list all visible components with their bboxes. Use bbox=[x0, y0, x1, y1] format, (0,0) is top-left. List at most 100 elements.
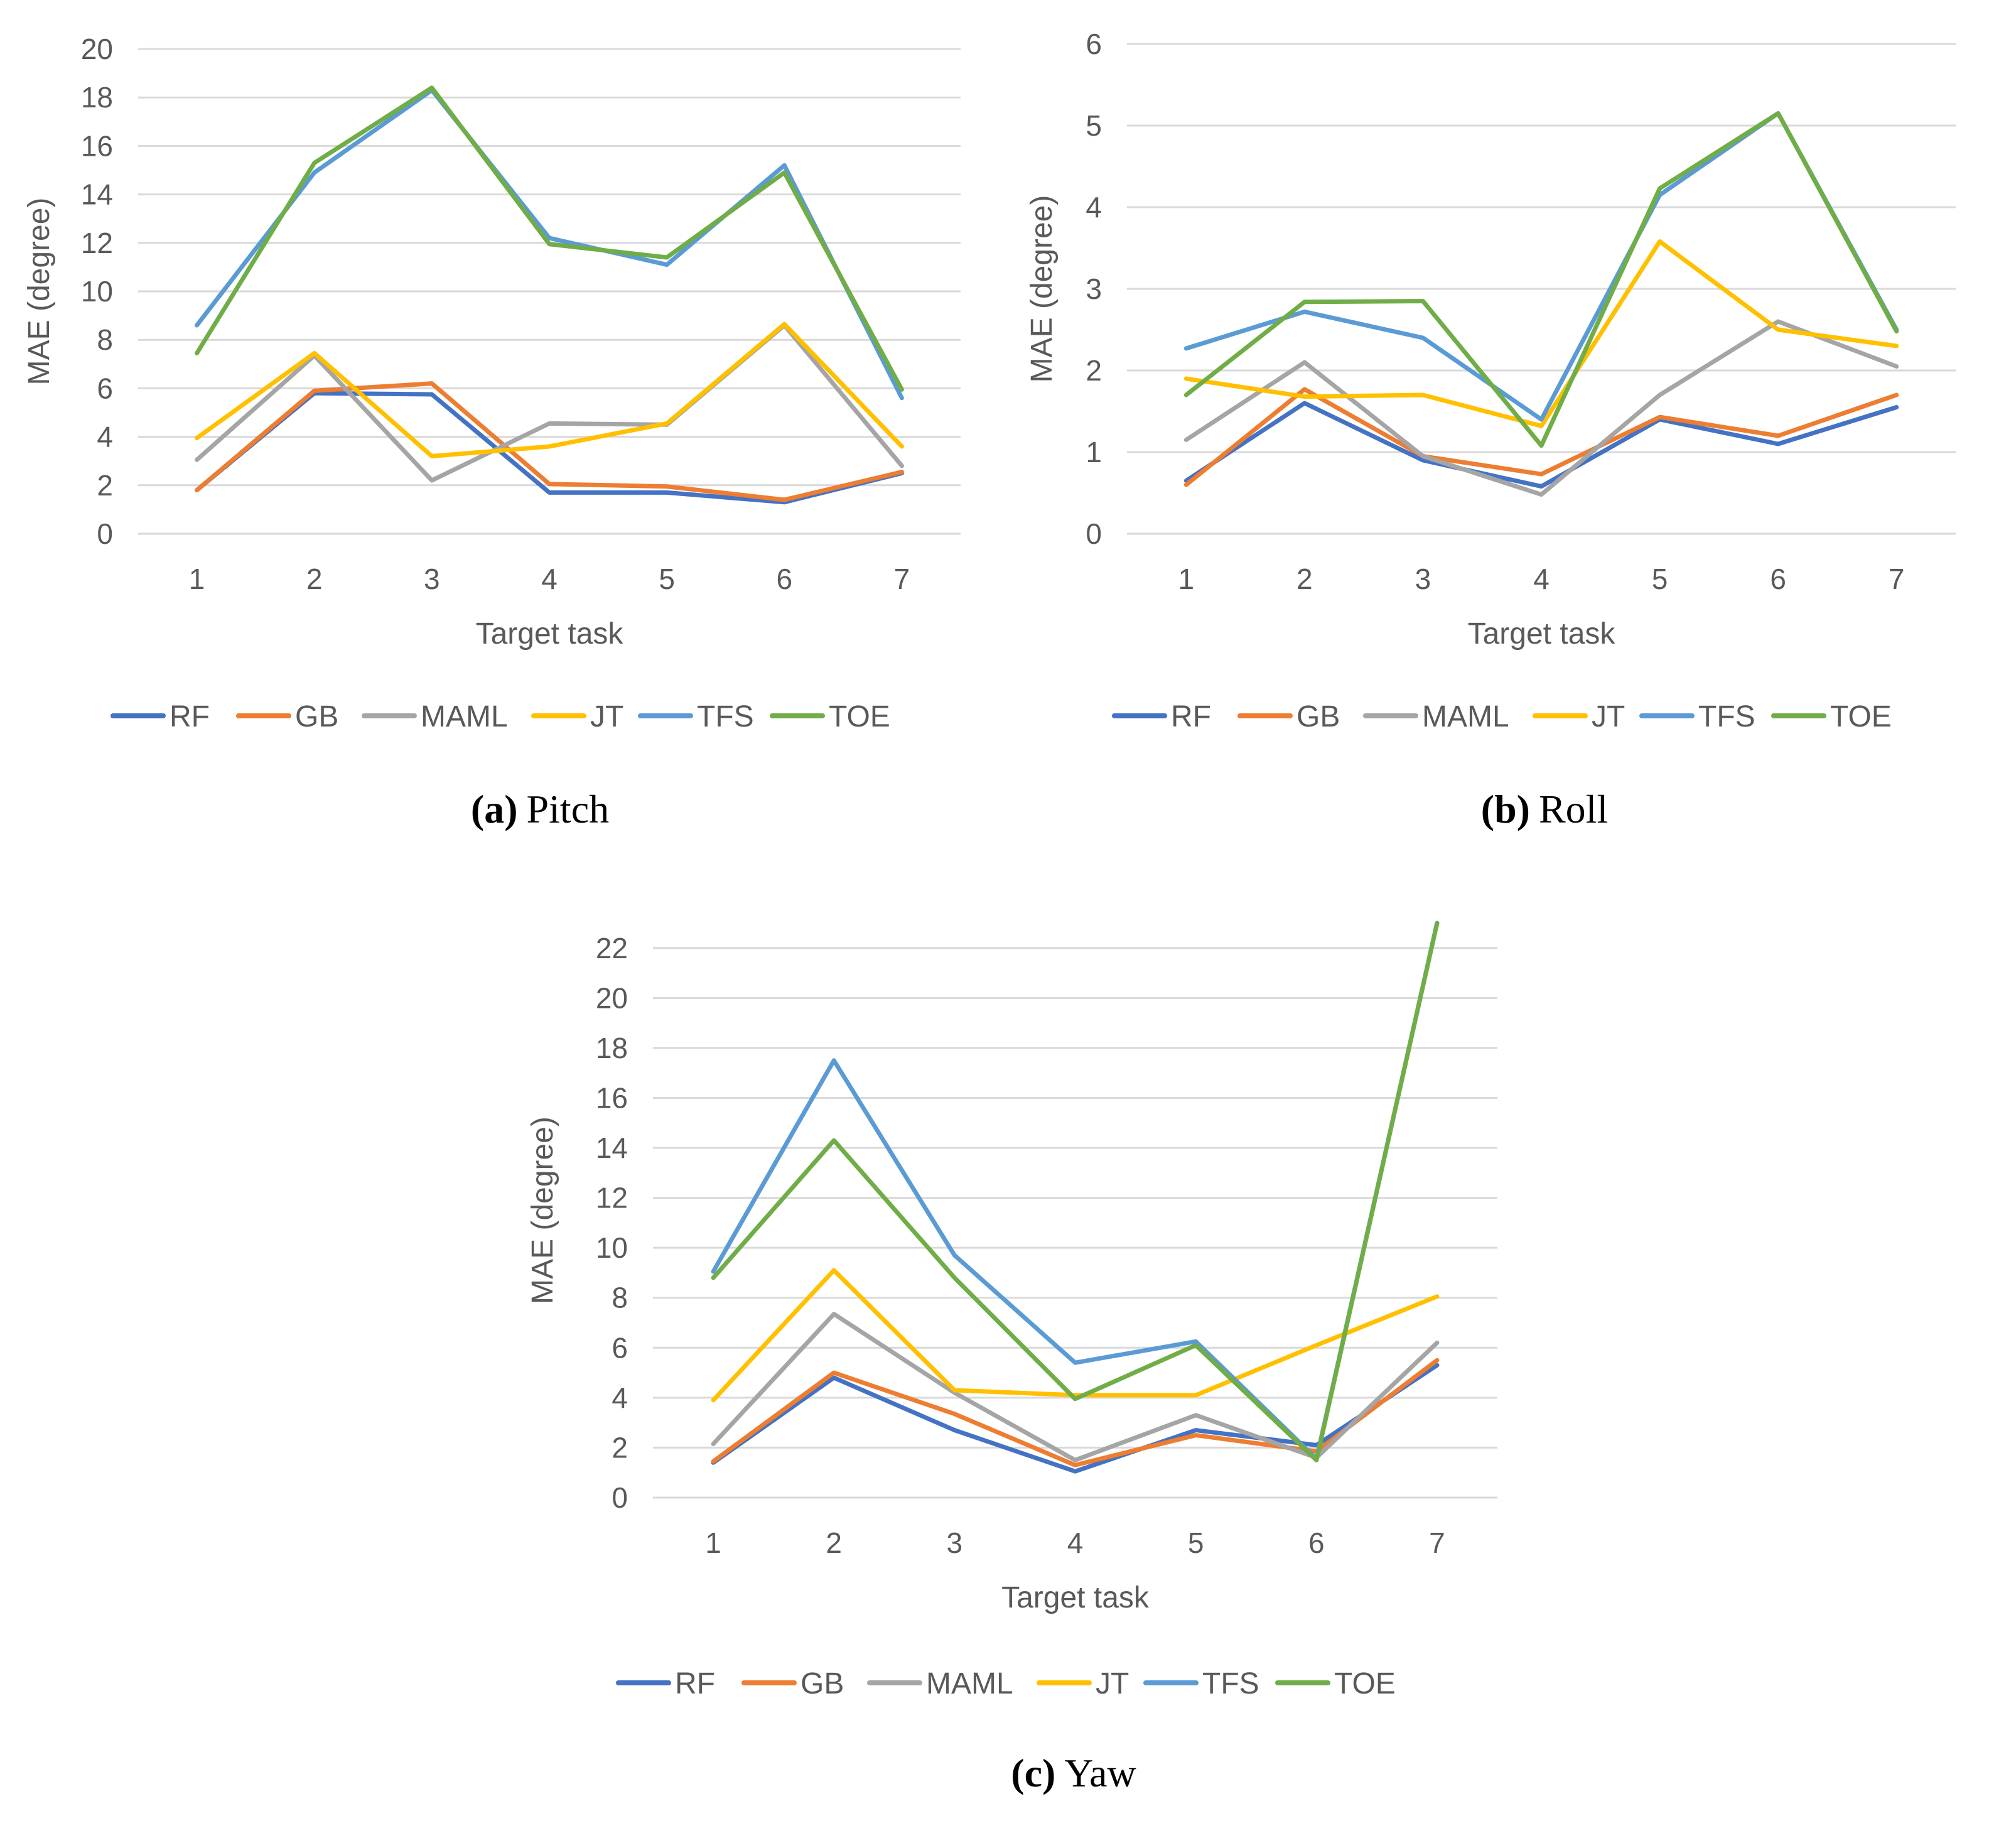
x-axis-title: Target task bbox=[476, 617, 624, 651]
y-tick-label: 22 bbox=[596, 932, 628, 965]
gridlines bbox=[1127, 43, 1956, 535]
y-tick-label: 14 bbox=[81, 178, 113, 211]
legend-label-maml: MAML bbox=[926, 1667, 1013, 1700]
y-tick-label: 3 bbox=[1086, 273, 1102, 305]
y-tick-label: 6 bbox=[612, 1331, 628, 1364]
legend: RF GB MAML JT TFS TOE bbox=[616, 1667, 1396, 1700]
legend: RF GB MAML JT TFS TOE bbox=[1112, 700, 1892, 733]
y-tick-label: 10 bbox=[81, 275, 113, 308]
chart-roll: 0 1 2 3 4 5 6 1 2 3 4 5 6 7 MAE (degree) Target task… bbox=[1025, 28, 1956, 831]
y-tick-label: 20 bbox=[596, 981, 628, 1014]
y-tick-label: 6 bbox=[97, 372, 113, 404]
legend-label-maml: MAML bbox=[1422, 700, 1509, 733]
caption-letter: (c) bbox=[1011, 1751, 1055, 1795]
series-line-tfs bbox=[711, 921, 1440, 1461]
caption-text: Roll bbox=[1539, 787, 1608, 831]
legend-label-toe: TOE bbox=[1334, 1667, 1396, 1700]
y-tick-label: 18 bbox=[596, 1032, 628, 1064]
series-line-jt bbox=[711, 1268, 1440, 1403]
legend-label-jt: JT bbox=[1592, 700, 1625, 733]
y-tick-label: 4 bbox=[97, 421, 113, 453]
y-tick-label: 5 bbox=[1086, 109, 1102, 142]
y-tick-label: 4 bbox=[1086, 191, 1102, 224]
y-tick-label: 2 bbox=[1086, 354, 1102, 387]
y-tick-label: 1 bbox=[1086, 436, 1102, 468]
series-line-rf bbox=[1183, 401, 1899, 489]
series-line-toe bbox=[195, 85, 904, 392]
series-line-gb bbox=[1183, 387, 1899, 487]
legend-label-rf: RF bbox=[170, 700, 210, 733]
legend-label-tfs: TFS bbox=[1202, 1667, 1259, 1700]
x-tick-label: 1 bbox=[705, 1527, 721, 1559]
x-tick-label: 5 bbox=[659, 563, 675, 595]
gridlines bbox=[138, 48, 961, 535]
legend-label-toe: TOE bbox=[1830, 700, 1892, 733]
x-tick-label: 2 bbox=[826, 1527, 842, 1559]
x-tick-label: 5 bbox=[1188, 1527, 1204, 1559]
caption: (c) Yaw bbox=[1011, 1751, 1136, 1795]
x-tick-label: 6 bbox=[1770, 563, 1786, 595]
x-tick-label: 6 bbox=[1308, 1527, 1325, 1559]
y-tick-label: 18 bbox=[81, 81, 113, 114]
legend-label-toe: TOE bbox=[829, 700, 890, 733]
y-tick-label: 2 bbox=[612, 1431, 628, 1464]
gridlines bbox=[653, 947, 1497, 1499]
y-tick-labels: 0 2 4 6 8 10 12 14 16 18 20 bbox=[81, 33, 113, 550]
series-line-toe bbox=[1183, 111, 1899, 448]
caption-text: Yaw bbox=[1064, 1751, 1136, 1795]
y-tick-label: 16 bbox=[596, 1081, 628, 1114]
legend-label-gb: GB bbox=[1296, 700, 1340, 733]
x-tick-labels: 1 2 3 4 5 6 7 bbox=[705, 1527, 1445, 1559]
legend-label-gb: GB bbox=[295, 700, 338, 733]
legend-label-rf: RF bbox=[675, 1667, 715, 1700]
y-axis-title: MAE (degree) bbox=[1025, 195, 1059, 383]
x-axis-title: Target task bbox=[1001, 1581, 1150, 1614]
x-tick-label: 4 bbox=[541, 563, 558, 595]
series-lines bbox=[711, 921, 1440, 1474]
legend-label-rf: RF bbox=[1171, 700, 1211, 733]
caption-letter: (b) bbox=[1481, 787, 1530, 831]
y-tick-label: 8 bbox=[97, 323, 113, 356]
caption: (b) Roll bbox=[1481, 787, 1608, 831]
legend-label-jt: JT bbox=[590, 700, 623, 733]
series-line-tfs bbox=[1183, 111, 1899, 422]
series-line-tfs bbox=[195, 88, 904, 401]
x-tick-labels: 1 2 3 4 5 6 7 bbox=[189, 563, 910, 595]
y-tick-label: 6 bbox=[1086, 28, 1102, 60]
y-tick-label: 10 bbox=[596, 1231, 628, 1264]
y-tick-label: 20 bbox=[81, 33, 113, 65]
series-line-maml bbox=[1183, 319, 1899, 497]
caption-text: Pitch bbox=[527, 787, 610, 831]
x-tick-label: 5 bbox=[1652, 563, 1668, 595]
x-tick-label: 7 bbox=[1889, 563, 1905, 595]
legend: RF GB MAML JT TFS TOE bbox=[111, 700, 890, 733]
legend-label-maml: MAML bbox=[421, 700, 508, 733]
y-tick-label: 0 bbox=[97, 517, 113, 550]
series-line-gb bbox=[195, 381, 904, 502]
series-line-toe bbox=[711, 921, 1440, 1462]
legend-label-tfs: TFS bbox=[1698, 700, 1755, 733]
x-tick-label: 4 bbox=[1533, 563, 1550, 595]
y-tick-label: 4 bbox=[612, 1381, 628, 1414]
legend-label-jt: JT bbox=[1096, 1667, 1129, 1700]
y-axis-title: MAE (degree) bbox=[526, 1116, 559, 1304]
y-axis-title: MAE (degree) bbox=[23, 198, 56, 386]
legend-label-tfs: TFS bbox=[697, 700, 754, 733]
x-tick-label: 6 bbox=[776, 563, 792, 595]
series-lines bbox=[195, 85, 904, 505]
x-axis-title: Target task bbox=[1468, 617, 1616, 651]
y-tick-label: 8 bbox=[612, 1282, 628, 1314]
x-tick-label: 1 bbox=[189, 563, 205, 595]
x-tick-label: 4 bbox=[1067, 1527, 1084, 1559]
x-tick-label: 1 bbox=[1178, 563, 1194, 595]
caption: (a) Pitch bbox=[471, 787, 609, 831]
y-tick-label: 14 bbox=[596, 1132, 628, 1164]
y-tick-label: 12 bbox=[81, 227, 113, 259]
x-tick-label: 2 bbox=[1296, 563, 1313, 595]
y-tick-label: 0 bbox=[612, 1481, 628, 1514]
y-tick-labels: 0 1 2 3 4 5 6 bbox=[1086, 28, 1102, 550]
y-tick-label: 12 bbox=[596, 1182, 628, 1214]
